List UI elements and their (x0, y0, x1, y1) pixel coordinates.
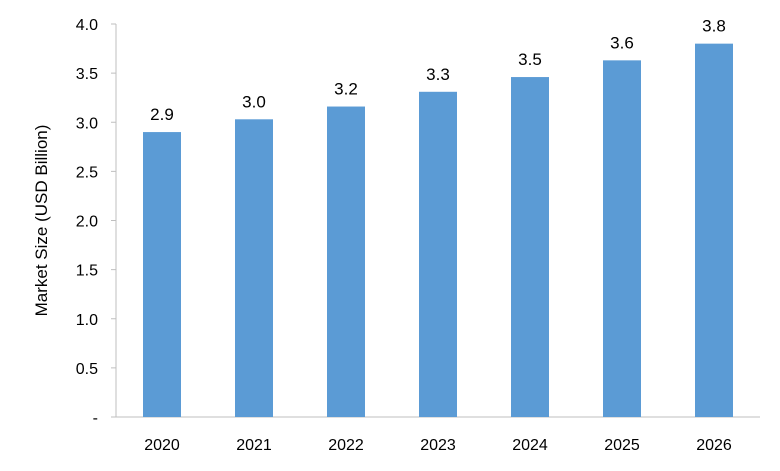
y-tick-label: 2.0 (76, 214, 98, 231)
x-tick-label-2024: 2024 (512, 437, 548, 454)
bar-series: 2.9 3.0 3.2 3.3 3.5 3.6 3.8 (143, 17, 733, 418)
data-label-2026: 3.8 (702, 17, 726, 36)
data-label-2022: 3.2 (334, 80, 358, 99)
data-label-2025: 3.6 (610, 33, 634, 52)
x-tick-label-2023: 2023 (420, 437, 456, 454)
bar-2026 (695, 43, 733, 418)
y-tick-label: 1.0 (76, 312, 98, 329)
y-tick-label: 3.0 (76, 115, 98, 132)
data-label-2023: 3.3 (426, 65, 450, 84)
bar-2025 (603, 60, 641, 417)
y-tick-label: 3.5 (76, 66, 98, 83)
x-tick-label-2022: 2022 (328, 437, 364, 454)
y-tick-label: 2.5 (76, 164, 98, 181)
data-label-2021: 3.0 (242, 92, 266, 111)
bar-2020 (143, 132, 181, 417)
x-tick-label-2026: 2026 (696, 437, 732, 454)
bar-2024 (511, 77, 549, 418)
x-tick-label-2021: 2021 (236, 437, 272, 454)
y-tick-label: - (93, 410, 98, 427)
bar-2022 (327, 106, 365, 417)
x-tick-label-2025: 2025 (604, 437, 640, 454)
data-label-2024: 3.5 (518, 50, 542, 69)
bar-2021 (235, 119, 273, 418)
x-axis-ticks: 2020 2021 2022 2023 2024 2025 2026 (144, 437, 732, 454)
bar-2023 (419, 91, 457, 417)
y-axis-ticks: - 0.5 1.0 1.5 2.0 2.5 3.0 3.5 4.0 (76, 17, 116, 427)
y-tick-label: 4.0 (76, 17, 98, 34)
y-tick-label: 0.5 (76, 361, 98, 378)
x-tick-label-2020: 2020 (144, 437, 180, 454)
y-tick-label: 1.5 (76, 263, 98, 280)
data-label-2020: 2.9 (150, 105, 174, 124)
y-axis-title: Market Size (USD Billion) (32, 125, 51, 317)
